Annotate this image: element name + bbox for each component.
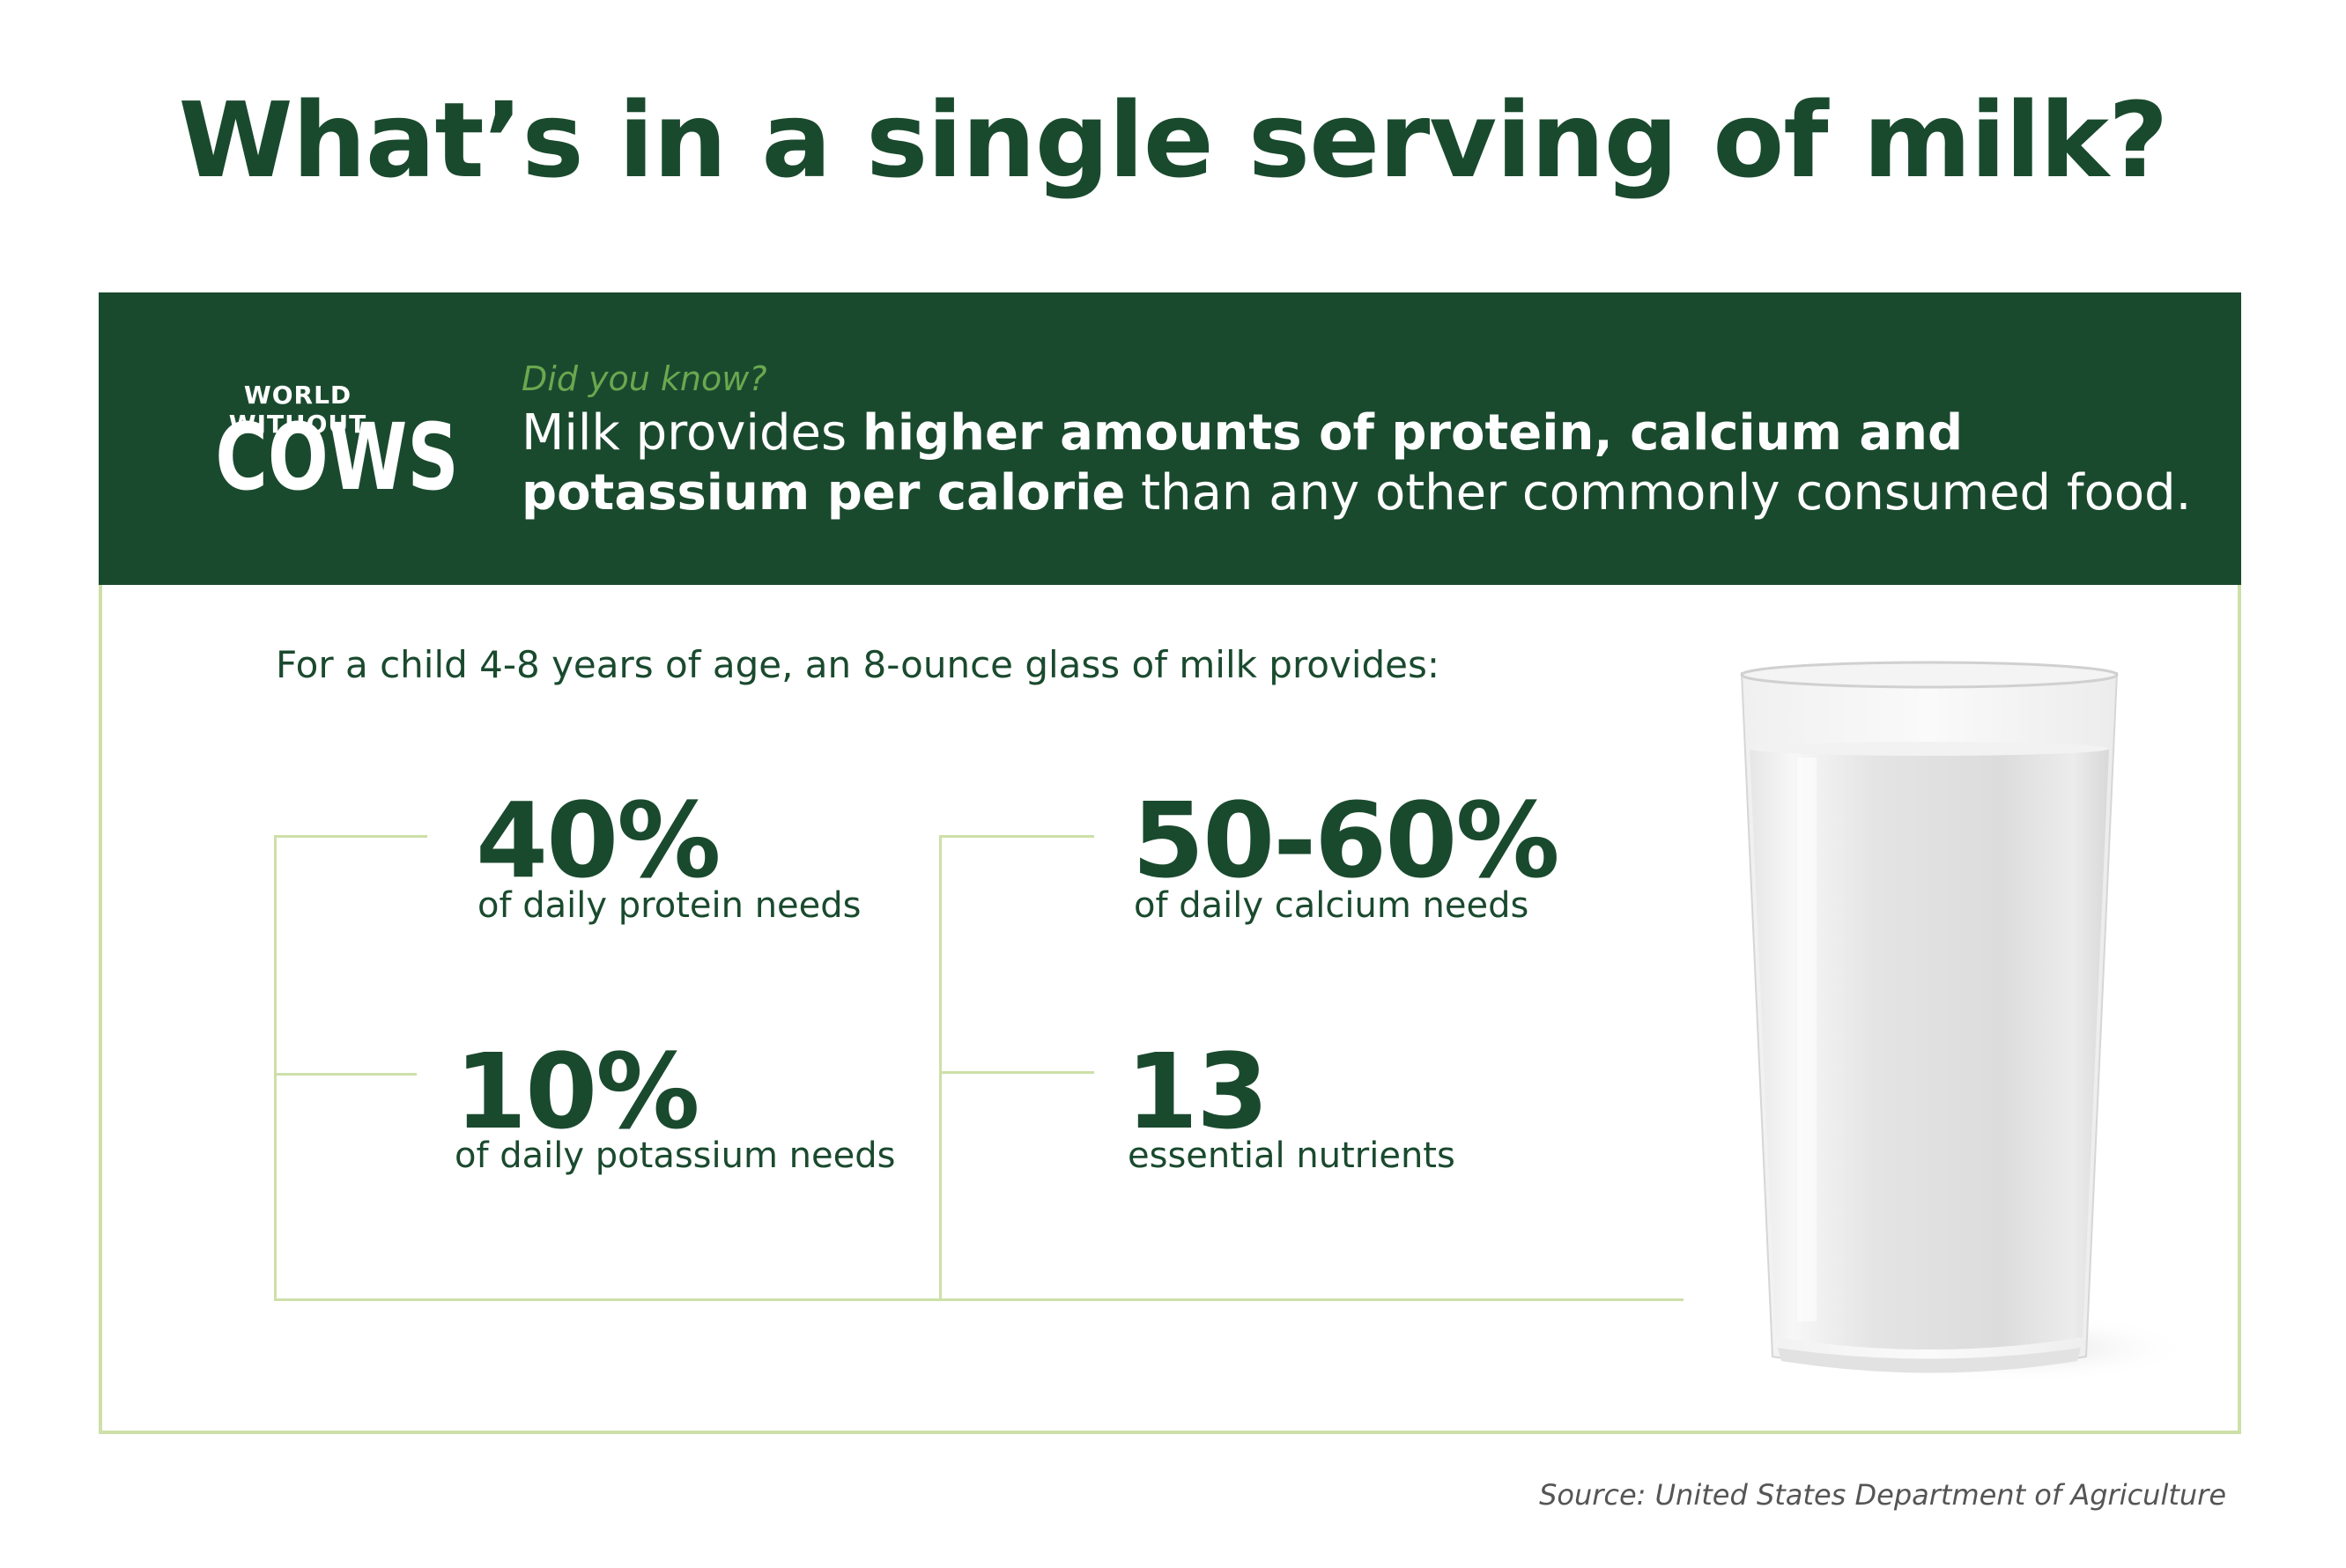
potassium-value: 10% — [455, 1031, 699, 1152]
connector-left-middle — [274, 1073, 417, 1076]
banner-text-part-1: Milk provides — [522, 404, 862, 462]
connector-right-top — [939, 835, 1094, 838]
potassium-label: of daily potassium needs — [455, 1135, 896, 1176]
did-you-know-banner — [99, 292, 2241, 585]
nutrients-label: essential nutrients — [1128, 1135, 1455, 1176]
page-title: What’s in a single serving of milk? — [178, 79, 2169, 201]
connector-right-vertical — [939, 835, 942, 1300]
nutrients-value: 13 — [1126, 1031, 1269, 1152]
banner-text-part-2: than any other commonly consumed food. — [1125, 464, 2192, 521]
protein-label: of daily protein needs — [477, 885, 862, 926]
calcium-label: of daily calcium needs — [1134, 885, 1529, 926]
banner-text: Milk provides higher amounts of protein,… — [522, 403, 2195, 523]
connector-left-top — [274, 835, 427, 838]
intro-text: For a child 4-8 years of age, an 8-ounce… — [276, 643, 1440, 686]
milk-glass-illustration — [1740, 661, 2185, 1383]
connector-left-vertical — [274, 835, 277, 1300]
connector-right-middle — [939, 1071, 1094, 1074]
source-text: Source: United States Department of Agri… — [1539, 1478, 2226, 1512]
logo-main-text: COWS — [215, 403, 459, 511]
protein-value: 40% — [476, 780, 721, 901]
banner-eyebrow: Did you know? — [522, 359, 767, 398]
logo-top-text: WORLD WITHOUT — [228, 381, 367, 439]
banner-text-bold: higher amounts of protein, calcium and p… — [522, 404, 1964, 521]
connector-bottom — [274, 1298, 1684, 1301]
calcium-value: 50-60% — [1132, 780, 1560, 901]
